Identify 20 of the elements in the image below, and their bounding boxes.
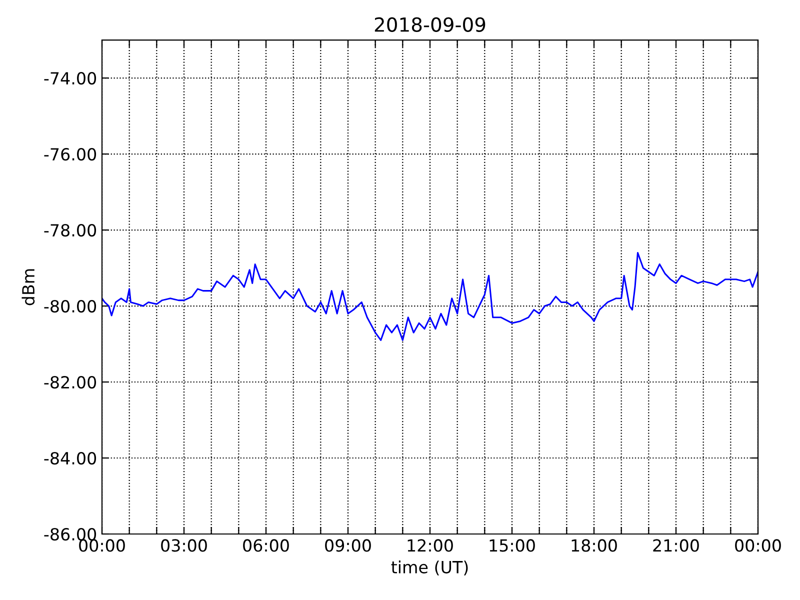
x-tick-label: 18:00 <box>572 539 617 552</box>
x-tick-label: 15:00 <box>490 539 535 552</box>
x-tick-label: 03:00 <box>161 539 207 552</box>
y-tick-label: -74.00 <box>44 72 96 85</box>
line-series <box>102 252 758 341</box>
x-tick-label: 21:00 <box>653 539 699 552</box>
x-tick-label: 00:00 <box>79 539 125 552</box>
x-axis-title: time (UT) <box>391 560 468 576</box>
y-axis-title: dBm <box>22 269 35 306</box>
y-tick-label: -80.00 <box>44 300 96 313</box>
x-tick-label: 09:00 <box>325 539 371 552</box>
x-tick-label: 06:00 <box>243 539 289 552</box>
y-tick-label: -84.00 <box>44 452 96 465</box>
x-tick-label: 00:00 <box>735 539 781 552</box>
y-tick-label: -82.00 <box>44 376 96 389</box>
y-tick-label: -86.00 <box>44 528 96 541</box>
y-tick-label: -78.00 <box>44 224 96 237</box>
x-tick-label: 12:00 <box>408 539 453 552</box>
chart-title: 2018-09-09 <box>374 17 486 32</box>
y-tick-label: -76.00 <box>44 148 96 161</box>
